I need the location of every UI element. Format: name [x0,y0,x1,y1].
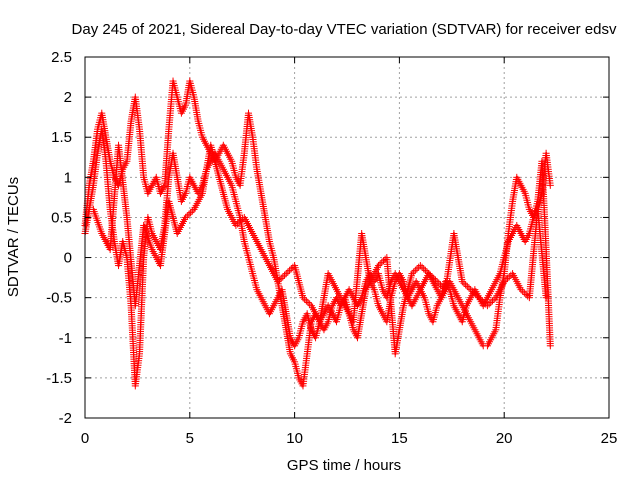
data-point [470,289,478,297]
data-point [281,271,289,279]
data-point [411,266,419,274]
data-point [374,262,382,270]
data-point [287,265,295,273]
data-point [462,281,470,289]
x-tick-label: 20 [496,430,513,447]
data-point [473,292,481,300]
data-point [235,218,243,226]
data-point [478,297,486,305]
y-axis-label: SDTVAR / TECUs [5,177,22,297]
series-track-c [89,141,550,358]
data-point [423,268,431,276]
data-point [546,181,554,189]
data-point [410,268,418,276]
data-point [430,274,438,282]
data-point [435,279,443,287]
y-tick-label: 0 [64,250,72,267]
data-point [421,266,429,274]
data-point [279,273,287,281]
data-point [418,263,426,271]
data-point [408,270,416,278]
data-point [490,295,498,303]
data-point [301,295,309,303]
data-point [458,278,466,286]
data-point [413,265,421,273]
data-point [276,276,284,284]
data-point [488,297,496,305]
y-tick-label: 1.5 [51,129,72,146]
data-point [426,271,434,279]
data-point [182,213,190,221]
x-tick-label: 5 [186,430,194,447]
y-tick-label: 2.5 [51,49,72,66]
data-point [542,294,550,302]
data-point [475,294,483,302]
data-point [302,297,310,305]
data-point [306,300,314,308]
chart-title: Day 245 of 2021, Sidereal Day-to-day VTE… [72,21,617,38]
data-point [420,265,428,273]
data-point [299,294,307,302]
data-point [438,282,446,290]
data-point [237,217,245,225]
series-track-b [81,125,554,390]
data-point [483,302,491,310]
data-point [485,300,493,308]
y-tick-label: -1.5 [46,370,72,387]
data-point [277,274,285,282]
data-point [504,274,512,282]
data-point [286,266,294,274]
x-tick-label: 0 [81,430,89,447]
data-point [546,342,554,350]
data-point [282,270,290,278]
data-point [467,286,475,294]
data-point [284,268,292,276]
plot-frame [84,56,610,419]
data-point [185,210,193,218]
y-tick-label: -2 [59,410,72,427]
data-point [425,270,433,278]
data-point [487,298,495,306]
x-tick-label: 25 [601,430,618,447]
y-tick-label: 1 [64,169,72,186]
x-tick-label: 15 [391,430,408,447]
data-point [188,207,196,215]
data-point [472,290,480,298]
data-point [379,257,387,265]
y-tick-label: 0.5 [51,209,72,226]
y-tick-label: 2 [64,89,72,106]
data-point [433,278,441,286]
data-point [183,212,191,220]
data-point [304,298,312,306]
data-point [480,298,488,306]
x-tick-label: 10 [286,430,303,447]
data-point [468,287,476,295]
y-tick-label: -0.5 [46,290,72,307]
data-point [519,287,527,295]
data-point [274,278,282,286]
data-point [505,273,513,281]
data-markers [81,77,554,390]
data-point [416,262,424,270]
data-point [234,220,242,228]
y-tick-label: -1 [59,330,72,347]
data-point [187,209,195,217]
data-point [460,279,468,287]
data-point [522,290,530,298]
data-point [463,282,471,290]
x-axis-label: GPS time / hours [287,457,401,474]
data-point [502,276,510,284]
x-axis-ticks: 0 5 10 15 20 25 [81,57,618,447]
data-point [232,221,240,229]
data-point [477,295,485,303]
data-point [431,276,439,284]
data-point [376,260,384,268]
data-point [500,278,508,286]
data-point [517,286,525,294]
data-point [465,284,473,292]
data-point [428,273,436,281]
y-axis-ticks: -2 -1.5 -1 -0.5 0 0.5 1 1.5 2 2.5 [46,49,609,427]
